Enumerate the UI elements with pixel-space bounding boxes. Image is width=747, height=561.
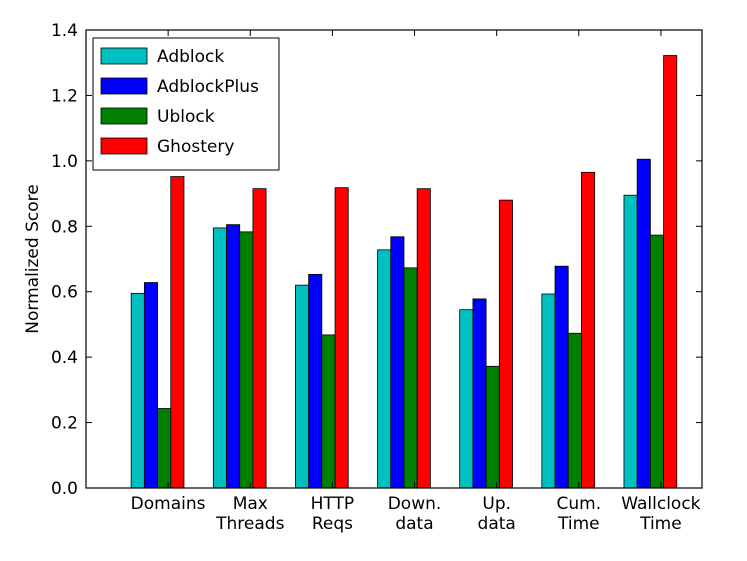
y-axis-label: Normalized Score xyxy=(23,184,43,333)
x-tick-label: Time xyxy=(557,514,600,534)
x-tick-label: HTTP xyxy=(311,494,355,514)
bar-ublock-3 xyxy=(403,267,418,489)
x-tick-label: Cum. xyxy=(556,494,601,514)
bar-adblock-4 xyxy=(459,309,474,489)
y-axis: 0.0 0.2 0.4 0.6 0.8 1.0 1.2 1.4 xyxy=(51,21,702,499)
bar-ghostery-5 xyxy=(581,171,596,489)
legend-swatch-adblock xyxy=(100,47,148,65)
legend-label-ghostery: Ghostery xyxy=(157,137,234,157)
bar-adblock-0 xyxy=(130,292,145,489)
x-tick-label: Wallclock xyxy=(621,494,700,514)
bar-ghostery-1 xyxy=(252,188,267,489)
plot-frame xyxy=(85,29,703,489)
legend: Adblock AdblockPlus Ublock Ghostery xyxy=(92,37,280,171)
bar-ublock-0 xyxy=(157,408,172,489)
y-tick-label: 1.4 xyxy=(51,21,78,41)
legend-label-adblock: Adblock xyxy=(157,47,224,67)
bar-adblock-1 xyxy=(212,227,227,489)
bar-adblock-3 xyxy=(377,249,392,489)
bar-adblockplus-3 xyxy=(390,236,405,489)
bar-adblockplus-1 xyxy=(226,224,241,489)
x-tick-label: Max xyxy=(233,494,268,514)
y-tick-label: 0.8 xyxy=(51,217,78,237)
bar-ghostery-0 xyxy=(170,176,185,489)
bar-ublock-5 xyxy=(567,332,582,489)
legend-swatch-ublock xyxy=(100,107,148,125)
x-tick-label: Down. xyxy=(388,494,442,514)
legend-swatch-adblockplus xyxy=(100,77,148,95)
x-tick-label: Reqs xyxy=(312,514,353,534)
bar-adblockplus-6 xyxy=(636,158,651,489)
bar-adblockplus-4 xyxy=(472,298,487,489)
x-tick-label: data xyxy=(478,514,516,534)
x-tick-label: Time xyxy=(639,514,682,534)
bar-adblockplus-2 xyxy=(308,273,323,489)
bar-ghostery-2 xyxy=(334,187,349,489)
bar-adblock-5 xyxy=(541,293,556,489)
bar-ghostery-3 xyxy=(416,188,431,489)
bar-adblock-6 xyxy=(623,194,638,489)
y-tick-label: 0.0 xyxy=(51,479,78,499)
bar-ublock-1 xyxy=(239,231,254,489)
y-tick-label: 1.0 xyxy=(51,152,78,172)
bar-ghostery-6 xyxy=(663,55,678,489)
x-axis: Domains MaxThreadsHTTPReqsDown.dataUp.dat… xyxy=(131,30,701,534)
bar-adblockplus-5 xyxy=(554,265,569,489)
legend-label-ublock: Ublock xyxy=(157,107,215,127)
x-tick-label: Up. xyxy=(482,494,511,514)
y-tick-label: 0.4 xyxy=(51,348,78,368)
bar-ublock-4 xyxy=(485,365,500,489)
y-tick-label: 0.6 xyxy=(51,283,78,303)
legend-label-adblockplus: AdblockPlus xyxy=(157,77,259,97)
bar-ghostery-4 xyxy=(498,199,513,489)
y-tick-label: 1.2 xyxy=(51,86,78,106)
x-tick-label: data xyxy=(395,514,433,534)
x-tick-label: Domains xyxy=(131,494,206,514)
bar-ublock-6 xyxy=(649,234,664,489)
x-tick-label: Threads xyxy=(215,514,284,534)
bar-adblock-2 xyxy=(295,284,310,489)
bar-adblockplus-0 xyxy=(143,282,158,489)
bar-ublock-2 xyxy=(321,334,336,489)
legend-swatch-ghostery xyxy=(100,137,148,155)
y-tick-label: 0.2 xyxy=(51,414,78,434)
bars-layer xyxy=(130,55,678,489)
